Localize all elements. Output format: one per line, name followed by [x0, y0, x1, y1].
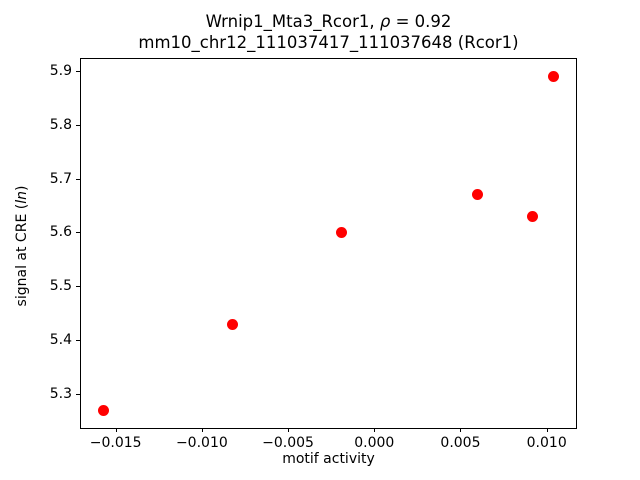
data-point: [548, 70, 560, 82]
y-tick-label: 5.5: [49, 278, 72, 295]
y-tick-label: 5.9: [49, 62, 72, 79]
y-tick: [76, 394, 80, 396]
x-tick: [201, 428, 203, 432]
data-point: [472, 189, 484, 201]
x-tick-label: 0.005: [440, 435, 481, 451]
y-axis-label-ln: ln: [14, 191, 30, 204]
data-point: [227, 318, 239, 330]
x-tick-label: −0.015: [89, 435, 142, 451]
x-tick: [288, 428, 290, 432]
y-axis-label-suffix: ): [14, 185, 30, 192]
data-point: [527, 210, 539, 222]
y-axis-label-prefix: signal at CRE (: [14, 203, 30, 307]
x-tick-label: −0.005: [262, 435, 314, 451]
y-tick-label: 5.4: [49, 332, 72, 349]
y-tick: [76, 124, 80, 126]
chart-title: Wrnip1_Mta3_Rcor1, ρ = 0.92 mm10_chr12_1…: [80, 11, 577, 53]
y-tick-label: 5.3: [49, 386, 72, 403]
chart-title-line1: Wrnip1_Mta3_Rcor1, ρ = 0.92: [80, 11, 577, 32]
y-tick-label: 5.6: [49, 224, 72, 241]
x-tick: [460, 428, 462, 432]
data-point: [98, 404, 110, 416]
rho-symbol: ρ: [379, 12, 391, 31]
y-tick-label: 5.7: [49, 170, 72, 187]
y-axis-label-text: signal at CRE (ln): [14, 185, 30, 307]
chart-title-text: Wrnip1_Mta3_Rcor1,: [205, 12, 380, 31]
chart-title-line2: mm10_chr12_111037417_111037648 (Rcor1): [138, 33, 519, 52]
x-tick-label: −0.010: [175, 435, 228, 451]
chart-title-correlation: = 0.92: [390, 12, 452, 31]
x-axis-label: motif activity: [282, 451, 375, 467]
x-tick: [115, 428, 117, 432]
y-tick: [76, 70, 80, 72]
y-tick: [76, 178, 80, 180]
x-tick: [546, 428, 548, 432]
y-tick: [76, 340, 80, 342]
x-tick: [374, 428, 376, 432]
y-tick: [76, 232, 80, 234]
y-tick-label: 5.8: [49, 116, 72, 133]
y-tick: [76, 286, 80, 288]
plot-area: −0.015 −0.010 −0.005 0.000 0.005 0.010 5.3 5.4 5…: [50, 58, 577, 450]
data-point: [336, 226, 348, 238]
x-tick-label: 0.000: [354, 435, 395, 451]
x-tick-label: 0.010: [526, 435, 567, 451]
